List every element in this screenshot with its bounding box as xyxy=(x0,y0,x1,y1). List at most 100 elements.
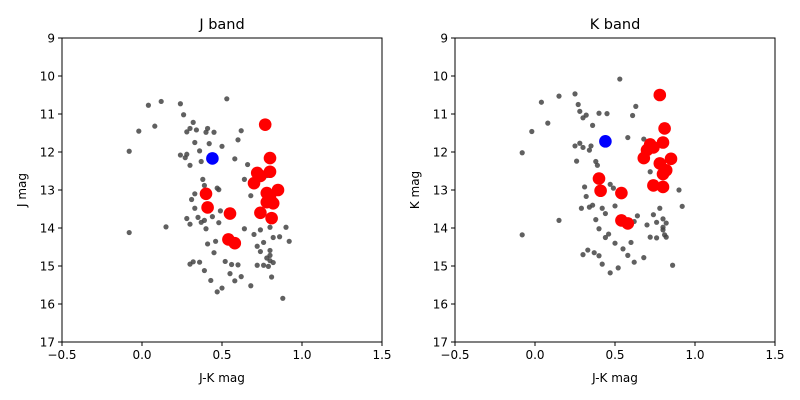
field-star-point xyxy=(205,125,211,132)
field-star-point xyxy=(580,252,586,258)
field-star-point xyxy=(241,226,247,232)
field-star-point xyxy=(270,234,276,241)
field-star-point xyxy=(586,147,593,153)
member-point xyxy=(265,211,278,225)
field-star-point xyxy=(211,250,217,256)
field-star-point xyxy=(136,128,142,134)
y-tick-label: 17 xyxy=(433,336,448,350)
field-star-point xyxy=(248,283,254,289)
field-star-point xyxy=(248,193,254,199)
field-star-point xyxy=(679,203,685,209)
panel-j-band: −0.5 0.0 0.5 1.0 1.5 9 10 11 12 13 14 15 16 17 J band J… xyxy=(15,17,392,385)
field-star-point xyxy=(241,176,247,182)
x-tick-label: 0.0 xyxy=(132,348,151,362)
y-tick-label: 13 xyxy=(433,184,448,198)
field-star-point xyxy=(201,267,207,274)
field-star-point xyxy=(251,231,257,238)
y-tick-label: 13 xyxy=(40,184,55,198)
y-tick-label: 14 xyxy=(433,222,448,236)
y-tick-label: 15 xyxy=(433,260,448,274)
field-star-point xyxy=(538,99,545,105)
field-star-point xyxy=(216,187,222,193)
highlight-point xyxy=(599,135,612,148)
field-star-point xyxy=(267,247,273,254)
y-tick-label: 17 xyxy=(40,336,55,350)
field-star-point xyxy=(145,102,151,108)
field-star-point xyxy=(588,143,594,149)
field-star-point xyxy=(545,120,551,126)
field-star-point xyxy=(197,259,203,265)
member-point xyxy=(658,122,671,135)
field-star-point xyxy=(617,76,623,82)
field-star-point xyxy=(187,162,193,168)
member-point xyxy=(656,180,670,194)
field-star-point xyxy=(641,255,647,261)
member-point xyxy=(621,217,635,230)
field-star-point xyxy=(227,271,233,277)
field-star-point xyxy=(187,125,193,132)
member-point xyxy=(254,206,267,220)
field-star-point xyxy=(190,259,196,265)
field-star-point xyxy=(232,278,238,284)
field-star-point xyxy=(519,232,525,238)
field-star-point xyxy=(612,240,618,246)
field-star-point xyxy=(187,221,193,227)
field-star-point xyxy=(519,150,525,156)
field-star-point xyxy=(630,112,636,119)
member-point xyxy=(199,187,213,201)
field-star-point xyxy=(620,246,626,252)
x-tick-label: 1.0 xyxy=(685,348,704,362)
member-point xyxy=(266,197,280,210)
member-point xyxy=(263,151,277,165)
member-point xyxy=(664,152,678,166)
field-star-point xyxy=(283,224,289,230)
member-point xyxy=(271,183,285,197)
field-star-point xyxy=(184,215,190,222)
member-point xyxy=(653,88,667,102)
member-point xyxy=(263,165,277,179)
field-star-point xyxy=(229,261,235,268)
field-star-point xyxy=(633,103,639,109)
field-star-point xyxy=(277,234,283,240)
field-star-point xyxy=(238,274,244,280)
chart-title: K band xyxy=(590,17,641,33)
field-star-point xyxy=(625,252,631,258)
field-star-point xyxy=(615,265,621,271)
x-tick-label: 1.5 xyxy=(372,348,391,362)
field-star-point xyxy=(192,205,198,211)
y-axis-label: J mag xyxy=(15,173,29,208)
field-star-point xyxy=(628,239,634,246)
x-tick-label: −0.5 xyxy=(440,348,469,362)
field-star-point xyxy=(209,214,215,220)
field-star-point xyxy=(572,91,578,97)
field-star-point xyxy=(189,196,195,203)
y-tick-label: 11 xyxy=(40,108,55,122)
y-tick-label: 9 xyxy=(440,32,448,46)
field-star-point xyxy=(214,289,220,295)
series-1 xyxy=(592,88,678,230)
series-1 xyxy=(199,118,285,250)
y-tick-label: 15 xyxy=(40,260,55,274)
field-star-point xyxy=(269,274,275,280)
field-star-point xyxy=(280,295,286,301)
y-tick-label: 16 xyxy=(40,298,55,312)
field-star-point xyxy=(205,241,211,247)
member-point xyxy=(637,151,651,165)
field-star-point xyxy=(257,227,263,233)
field-star-point xyxy=(593,217,599,223)
field-star-point xyxy=(647,234,653,240)
field-star-point xyxy=(591,250,597,256)
field-star-point xyxy=(261,262,267,268)
field-star-point xyxy=(650,212,657,218)
member-point xyxy=(647,179,660,192)
field-star-point xyxy=(606,231,612,237)
field-star-point xyxy=(222,258,228,265)
y-tick-label: 16 xyxy=(433,298,448,312)
field-star-point xyxy=(235,262,241,268)
y-tick-label: 12 xyxy=(433,146,448,160)
field-star-point xyxy=(192,139,198,146)
member-point xyxy=(247,176,261,190)
x-tick-label: 0.5 xyxy=(605,348,624,362)
field-star-point xyxy=(647,169,653,175)
